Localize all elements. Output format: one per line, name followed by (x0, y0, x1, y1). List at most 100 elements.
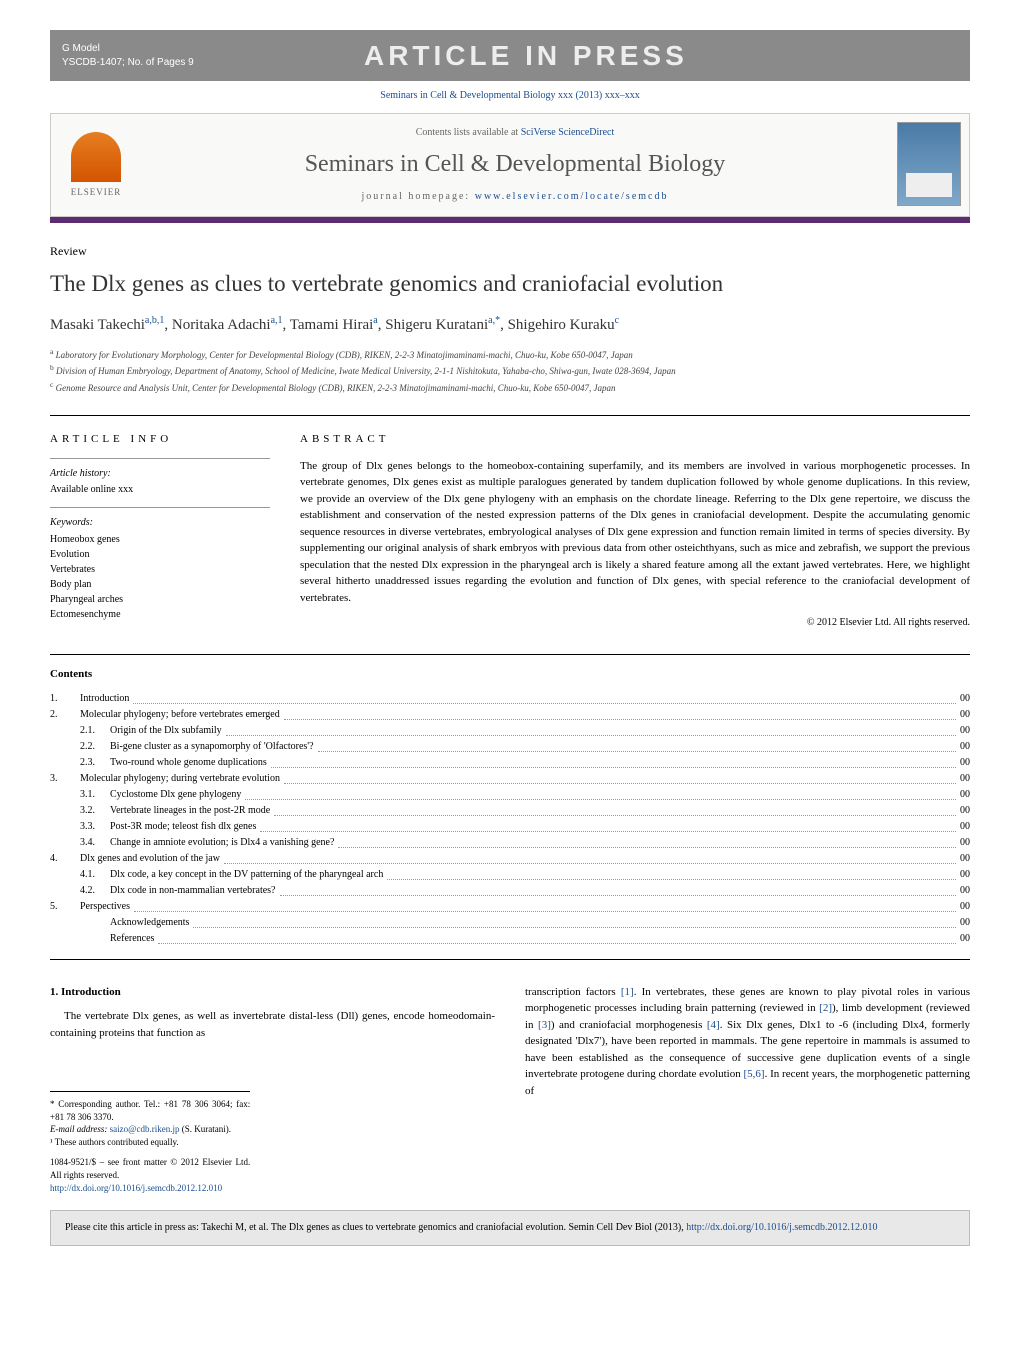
journal-homepage-link[interactable]: www.elsevier.com/locate/semcdb (475, 191, 669, 202)
abstract-heading: ABSTRACT (300, 432, 970, 447)
ref-link-4[interactable]: [4] (707, 1019, 720, 1031)
journal-homepage-line: journal homepage: www.elsevier.com/locat… (153, 190, 877, 204)
toc-page: 00 (960, 723, 970, 739)
gmodel-ref: YSCDB-1407; No. of Pages 9 (62, 56, 194, 70)
email-link[interactable]: saizo@cdb.riken.jp (110, 1124, 180, 1134)
toc-label: Introduction (80, 691, 129, 707)
toc-leader-dots (274, 803, 956, 816)
toc-label: Two-round whole genome duplications (110, 755, 267, 771)
body-text-columns: 1. Introduction The vertebrate Dlx genes… (50, 984, 970, 1195)
abstract-panel: ABSTRACT The group of Dlx genes belongs … (300, 432, 970, 630)
toc-row: 3.2.Vertebrate lineages in the post-2R m… (50, 803, 970, 819)
ref-link-1[interactable]: [1] (621, 986, 634, 998)
toc-label: Molecular phylogeny; before vertebrates … (80, 707, 280, 723)
toc-leader-dots (193, 915, 956, 928)
author-5: Shigehiro Kuraku (508, 317, 615, 333)
toc-page: 00 (960, 819, 970, 835)
toc-page: 00 (960, 803, 970, 819)
keyword: Pharyngeal arches (50, 592, 270, 607)
author-3: Tamami Hirai (290, 317, 374, 333)
doi-link[interactable]: http://dx.doi.org/10.1016/j.semcdb.2012.… (50, 1183, 222, 1193)
author-4: Shigeru Kuratani (385, 317, 488, 333)
toc-label: Dlx code, a key concept in the DV patter… (110, 867, 383, 883)
elsevier-logo: ELSEVIER (51, 114, 141, 216)
author-2: Noritaka Adachi (172, 317, 271, 333)
toc-row: 4.Dlx genes and evolution of the jaw00 (50, 851, 970, 867)
toc-row: 4.1.Dlx code, a key concept in the DV pa… (50, 867, 970, 883)
toc-label: Acknowledgements (110, 915, 189, 931)
toc-number: 3.4. (80, 835, 110, 851)
toc-row: 4.2.Dlx code in non-mammalian vertebrate… (50, 883, 970, 899)
toc-number (80, 931, 110, 947)
article-in-press-banner: ARTICLE IN PRESS (364, 36, 688, 75)
toc-number: 1. (50, 691, 80, 707)
toc-row: 3.3.Post-3R mode; teleost fish dlx genes… (50, 819, 970, 835)
affiliation-b: Division of Human Embryology, Department… (56, 366, 676, 376)
article-info-panel: ARTICLE INFO Article history: Available … (50, 432, 270, 630)
toc-label: Origin of the Dlx subfamily (110, 723, 222, 739)
citation-text: Please cite this article in press as: Ta… (65, 1222, 686, 1233)
toc-number: 4.1. (80, 867, 110, 883)
sciencedirect-link[interactable]: SciVerse ScienceDirect (521, 127, 615, 138)
contents-heading: Contents (50, 667, 970, 682)
toc-label: Dlx code in non-mammalian vertebrates? (110, 883, 276, 899)
toc-number: 2.1. (80, 723, 110, 739)
toc-leader-dots (387, 867, 956, 880)
toc-row: 3.4.Change in amniote evolution; is Dlx4… (50, 835, 970, 851)
keyword: Homeobox genes (50, 532, 270, 547)
toc-page: 00 (960, 739, 970, 755)
toc-leader-dots (226, 723, 956, 736)
elsevier-text: ELSEVIER (71, 186, 122, 199)
toc-row: References00 (50, 931, 970, 947)
toc-row: 1.Introduction00 (50, 691, 970, 707)
toc-row: Acknowledgements00 (50, 915, 970, 931)
toc-leader-dots (260, 819, 956, 832)
toc-leader-dots (271, 755, 956, 768)
keyword: Body plan (50, 577, 270, 592)
citation-doi-link[interactable]: http://dx.doi.org/10.1016/j.semcdb.2012.… (686, 1222, 877, 1233)
corresponding-author: * Corresponding author. Tel.: +81 78 306… (50, 1098, 250, 1123)
toc-row: 2.1.Origin of the Dlx subfamily 00 (50, 723, 970, 739)
toc-label: Cyclostome Dlx gene phylogeny (110, 787, 241, 803)
toc-leader-dots (318, 739, 956, 752)
toc-label: Dlx genes and evolution of the jaw (80, 851, 220, 867)
toc-leader-dots (158, 931, 956, 944)
toc-leader-dots (284, 771, 956, 784)
gmodel-banner: G Model YSCDB-1407; No. of Pages 9 ARTIC… (50, 30, 970, 81)
equal-contribution-note: ¹ These authors contributed equally. (50, 1136, 250, 1149)
author-1: Masaki Takechi (50, 317, 145, 333)
keywords-list: Homeobox genes Evolution Vertebrates Bod… (50, 532, 270, 622)
intro-heading: 1. Introduction (50, 984, 495, 1001)
toc-label: Perspectives (80, 899, 130, 915)
toc-leader-dots (134, 899, 956, 912)
toc-row: 3.Molecular phylogeny; during vertebrate… (50, 771, 970, 787)
toc-number: 3.2. (80, 803, 110, 819)
ref-link-2[interactable]: [2] (819, 1002, 832, 1014)
toc-leader-dots (338, 835, 956, 848)
journal-header-box: ELSEVIER Contents lists available at Sci… (50, 113, 970, 217)
header-accent-bar (50, 217, 970, 223)
toc-number: 2. (50, 707, 80, 723)
toc-row: 2.2.Bi-gene cluster as a synapomorphy of… (50, 739, 970, 755)
affiliations: a Laboratory for Evolutionary Morphology… (50, 346, 970, 396)
intro-paragraph-2: transcription factors [1]. In vertebrate… (525, 984, 970, 1100)
article-type: Review (50, 243, 970, 260)
gmodel-label: G Model (62, 42, 194, 56)
journal-reference-line: Seminars in Cell & Developmental Biology… (50, 89, 970, 103)
issn-line: 1084-9521/$ – see front matter © 2012 El… (50, 1156, 250, 1181)
toc-page: 00 (960, 867, 970, 883)
toc-page: 00 (960, 787, 970, 803)
toc-leader-dots (224, 851, 956, 864)
toc-page: 00 (960, 851, 970, 867)
toc-leader-dots (280, 883, 957, 896)
author-list: Masaki Takechia,b,1, Noritaka Adachia,1,… (50, 314, 970, 336)
keyword: Ectomesenchyme (50, 607, 270, 622)
article-info-heading: ARTICLE INFO (50, 432, 270, 447)
affiliation-c: Genome Resource and Analysis Unit, Cente… (56, 383, 616, 393)
toc-label: Change in amniote evolution; is Dlx4 a v… (110, 835, 334, 851)
toc-row: 3.1.Cyclostome Dlx gene phylogeny00 (50, 787, 970, 803)
abstract-copyright: © 2012 Elsevier Ltd. All rights reserved… (300, 616, 970, 630)
ref-link-56[interactable]: [5,6] (744, 1068, 765, 1080)
abstract-text: The group of Dlx genes belongs to the ho… (300, 458, 970, 607)
ref-link-3[interactable]: [3] (538, 1019, 551, 1031)
